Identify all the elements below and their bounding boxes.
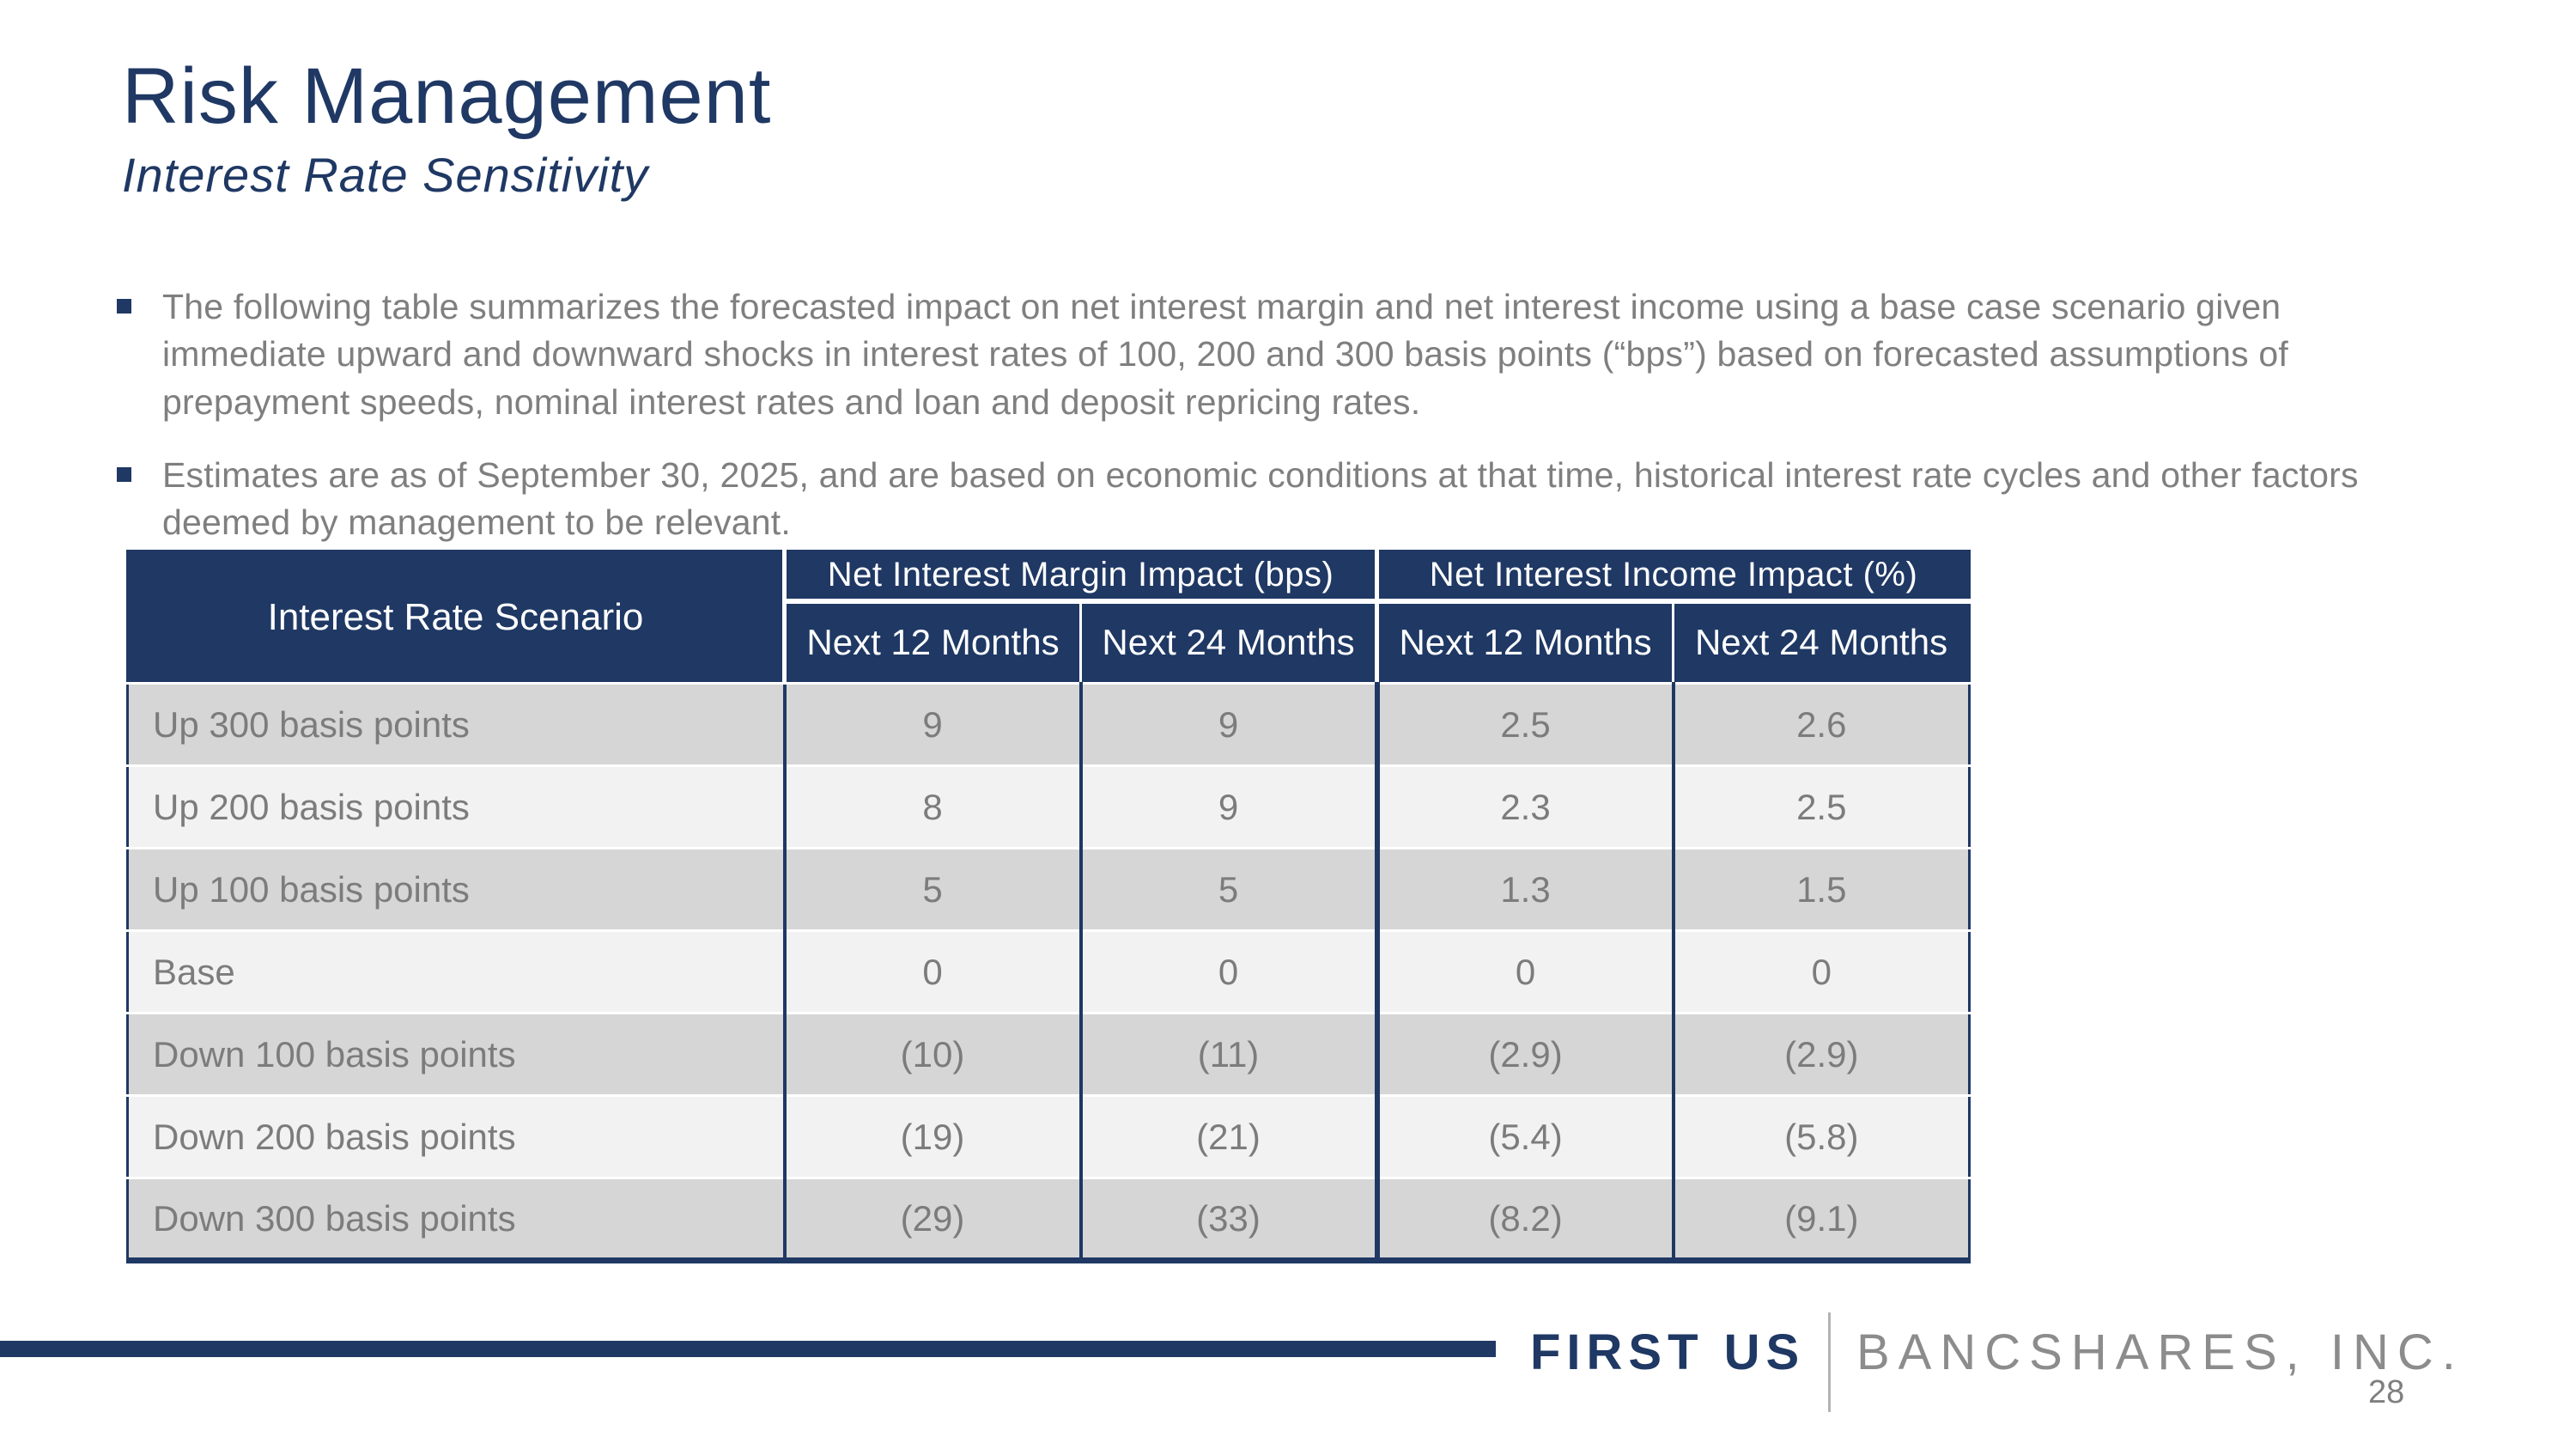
value-cell: 9 — [1078, 764, 1377, 849]
sub-header: Next 12 Months — [1375, 600, 1674, 684]
value-cell: 2.3 — [1374, 764, 1674, 849]
title-block: Risk Management Interest Rate Sensitivit… — [122, 52, 772, 203]
value-cell: 5 — [782, 847, 1081, 931]
corner-header: Interest Rate Scenario — [127, 551, 787, 684]
brand-name-primary: FIRST US — [1530, 1324, 1806, 1380]
value-cell: 0 — [1078, 929, 1377, 1014]
group-header-income: Net Interest Income Impact (%) — [1375, 551, 1970, 604]
value-cell: 9 — [782, 682, 1081, 766]
value-cell: 8 — [782, 764, 1081, 849]
bullet-text: The following table summarizes the forec… — [162, 287, 2288, 422]
value-cell: (9.1) — [1671, 1177, 1970, 1261]
value-cell: 0 — [1374, 929, 1674, 1014]
square-bullet-icon — [117, 467, 131, 483]
brand-name-secondary: BANCSHARES, INC. — [1856, 1324, 2464, 1380]
square-bullet-icon — [117, 299, 131, 314]
scenario-cell: Up 200 basis points — [127, 764, 785, 849]
bullet-list: The following table summarizes the forec… — [110, 283, 2428, 573]
value-cell: (21) — [1078, 1094, 1377, 1178]
bullet-text: Estimates are as of September 30, 2025, … — [162, 455, 2359, 543]
table-row: Up 200 basis points 8 9 2.3 2.5 — [127, 764, 1970, 849]
table-row: Down 300 basis points (29) (33) (8.2) (9… — [127, 1177, 1970, 1261]
page-number: 28 — [2368, 1374, 2405, 1410]
rate-sensitivity-table-wrap: Interest Rate Scenario Net Interest Marg… — [126, 550, 1971, 1263]
table-row: Up 300 basis points 9 9 2.5 2.6 — [127, 682, 1970, 766]
page-subtitle: Interest Rate Sensitivity — [122, 148, 649, 203]
value-cell: 2.5 — [1374, 682, 1674, 766]
value-cell: (5.8) — [1671, 1094, 1970, 1178]
value-cell: (33) — [1078, 1177, 1377, 1261]
value-cell: (19) — [782, 1094, 1081, 1178]
footer-accent-bar — [0, 1341, 1496, 1357]
value-cell: (5.4) — [1374, 1094, 1674, 1178]
page-title: Risk Management — [122, 52, 772, 140]
table-row: Down 200 basis points (19) (21) (5.4) (5… — [127, 1094, 1970, 1178]
table-row: Base 0 0 0 0 — [127, 929, 1970, 1014]
scenario-cell: Down 100 basis points — [127, 1012, 785, 1096]
bullet-item: The following table summarizes the forec… — [110, 283, 2428, 426]
value-cell: (29) — [782, 1177, 1081, 1261]
bullet-item: Estimates are as of September 30, 2025, … — [110, 452, 2428, 547]
table-row: Up 100 basis points 5 5 1.3 1.5 — [127, 847, 1970, 931]
group-header-row: Interest Rate Scenario Net Interest Marg… — [127, 551, 1970, 684]
value-cell: (8.2) — [1374, 1177, 1674, 1261]
value-cell: (11) — [1078, 1012, 1377, 1096]
value-cell: (2.9) — [1374, 1012, 1674, 1096]
value-cell: 2.6 — [1671, 682, 1970, 766]
value-cell: 0 — [782, 929, 1081, 1014]
value-cell: 5 — [1078, 847, 1377, 931]
group-header-margin: Net Interest Margin Impact (bps) — [784, 551, 1377, 604]
value-cell: (10) — [782, 1012, 1081, 1096]
scenario-cell: Down 300 basis points — [127, 1177, 785, 1261]
brand-separator-line — [1828, 1312, 1831, 1412]
value-cell: 2.5 — [1671, 764, 1970, 849]
value-cell: 0 — [1671, 929, 1970, 1014]
table-row: Down 100 basis points (10) (11) (2.9) (2… — [127, 1012, 1970, 1096]
value-cell: (2.9) — [1671, 1012, 1970, 1096]
rate-sensitivity-table: Interest Rate Scenario Net Interest Marg… — [126, 550, 1971, 1263]
scenario-cell: Up 100 basis points — [127, 847, 785, 931]
scenario-cell: Up 300 basis points — [127, 682, 785, 766]
value-cell: 1.3 — [1374, 847, 1674, 931]
scenario-cell: Down 200 basis points — [127, 1094, 785, 1178]
scenario-cell: Base — [127, 929, 785, 1014]
value-cell: 1.5 — [1671, 847, 1970, 931]
sub-header: Next 24 Months — [1672, 600, 1970, 684]
sub-header-row: Next 12 Months Next 24 Months Next 12 Mo… — [128, 600, 1970, 684]
sub-header: Next 12 Months — [783, 600, 1081, 684]
sub-header: Next 24 Months — [1078, 600, 1377, 684]
value-cell: 9 — [1078, 682, 1377, 766]
